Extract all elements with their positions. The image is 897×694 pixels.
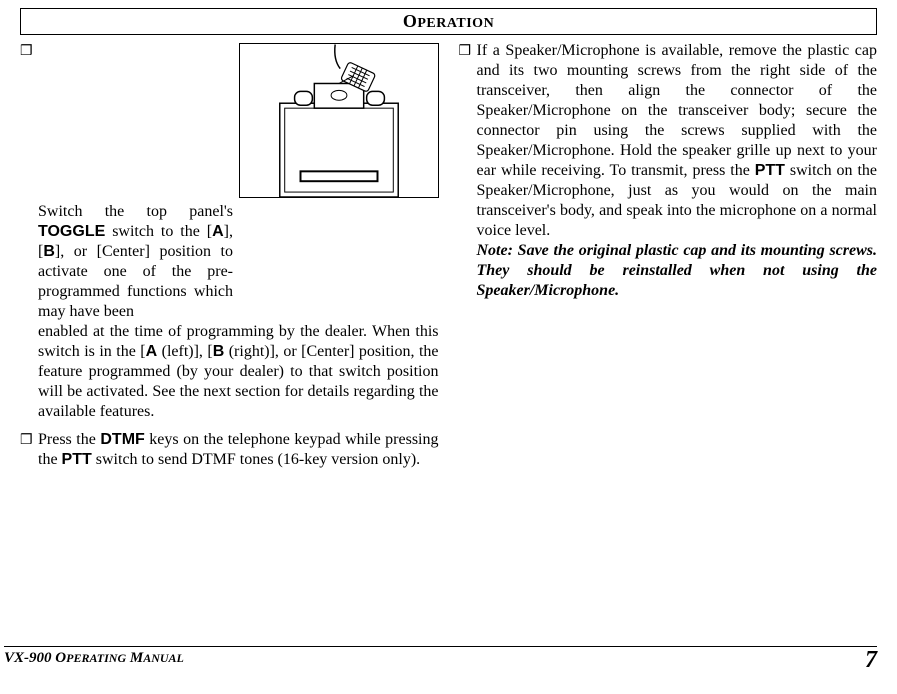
page-footer: VX-900 OPERATING MANUAL 7 xyxy=(0,646,897,676)
footer-rule xyxy=(4,646,877,647)
section-title: OPERATION xyxy=(403,11,494,31)
transceiver-diagram xyxy=(239,43,439,198)
item1-wrapped-text: Switch the top panel's TOGGLE switch to … xyxy=(38,202,233,322)
bullet-marker: ❒ xyxy=(459,41,477,301)
bullet-body: Switch the top panel's TOGGLE switch to … xyxy=(38,41,439,422)
note-text: Note: Save the original plastic cap and … xyxy=(477,241,878,301)
bullet-item: ❒ Press the DTMF keys on the telephone k… xyxy=(20,430,439,470)
bullet-body: If a Speaker/Microphone is available, re… xyxy=(477,41,878,301)
content-columns: ❒ xyxy=(20,41,877,478)
page-number: 7 xyxy=(865,650,877,670)
bullet-item: ❒ If a Speaker/Microphone is available, … xyxy=(459,41,878,301)
section-header: OPERATION xyxy=(20,8,877,35)
footer-manual-title: VX-900 OPERATING MANUAL xyxy=(4,650,184,667)
bullet-marker: ❒ xyxy=(20,41,38,422)
bullet-item: ❒ xyxy=(20,41,439,422)
right-column: ❒ If a Speaker/Microphone is available, … xyxy=(459,41,878,478)
left-column: ❒ xyxy=(20,41,439,478)
bullet-marker: ❒ xyxy=(20,430,38,470)
bullet-body: Press the DTMF keys on the telephone key… xyxy=(38,430,439,470)
